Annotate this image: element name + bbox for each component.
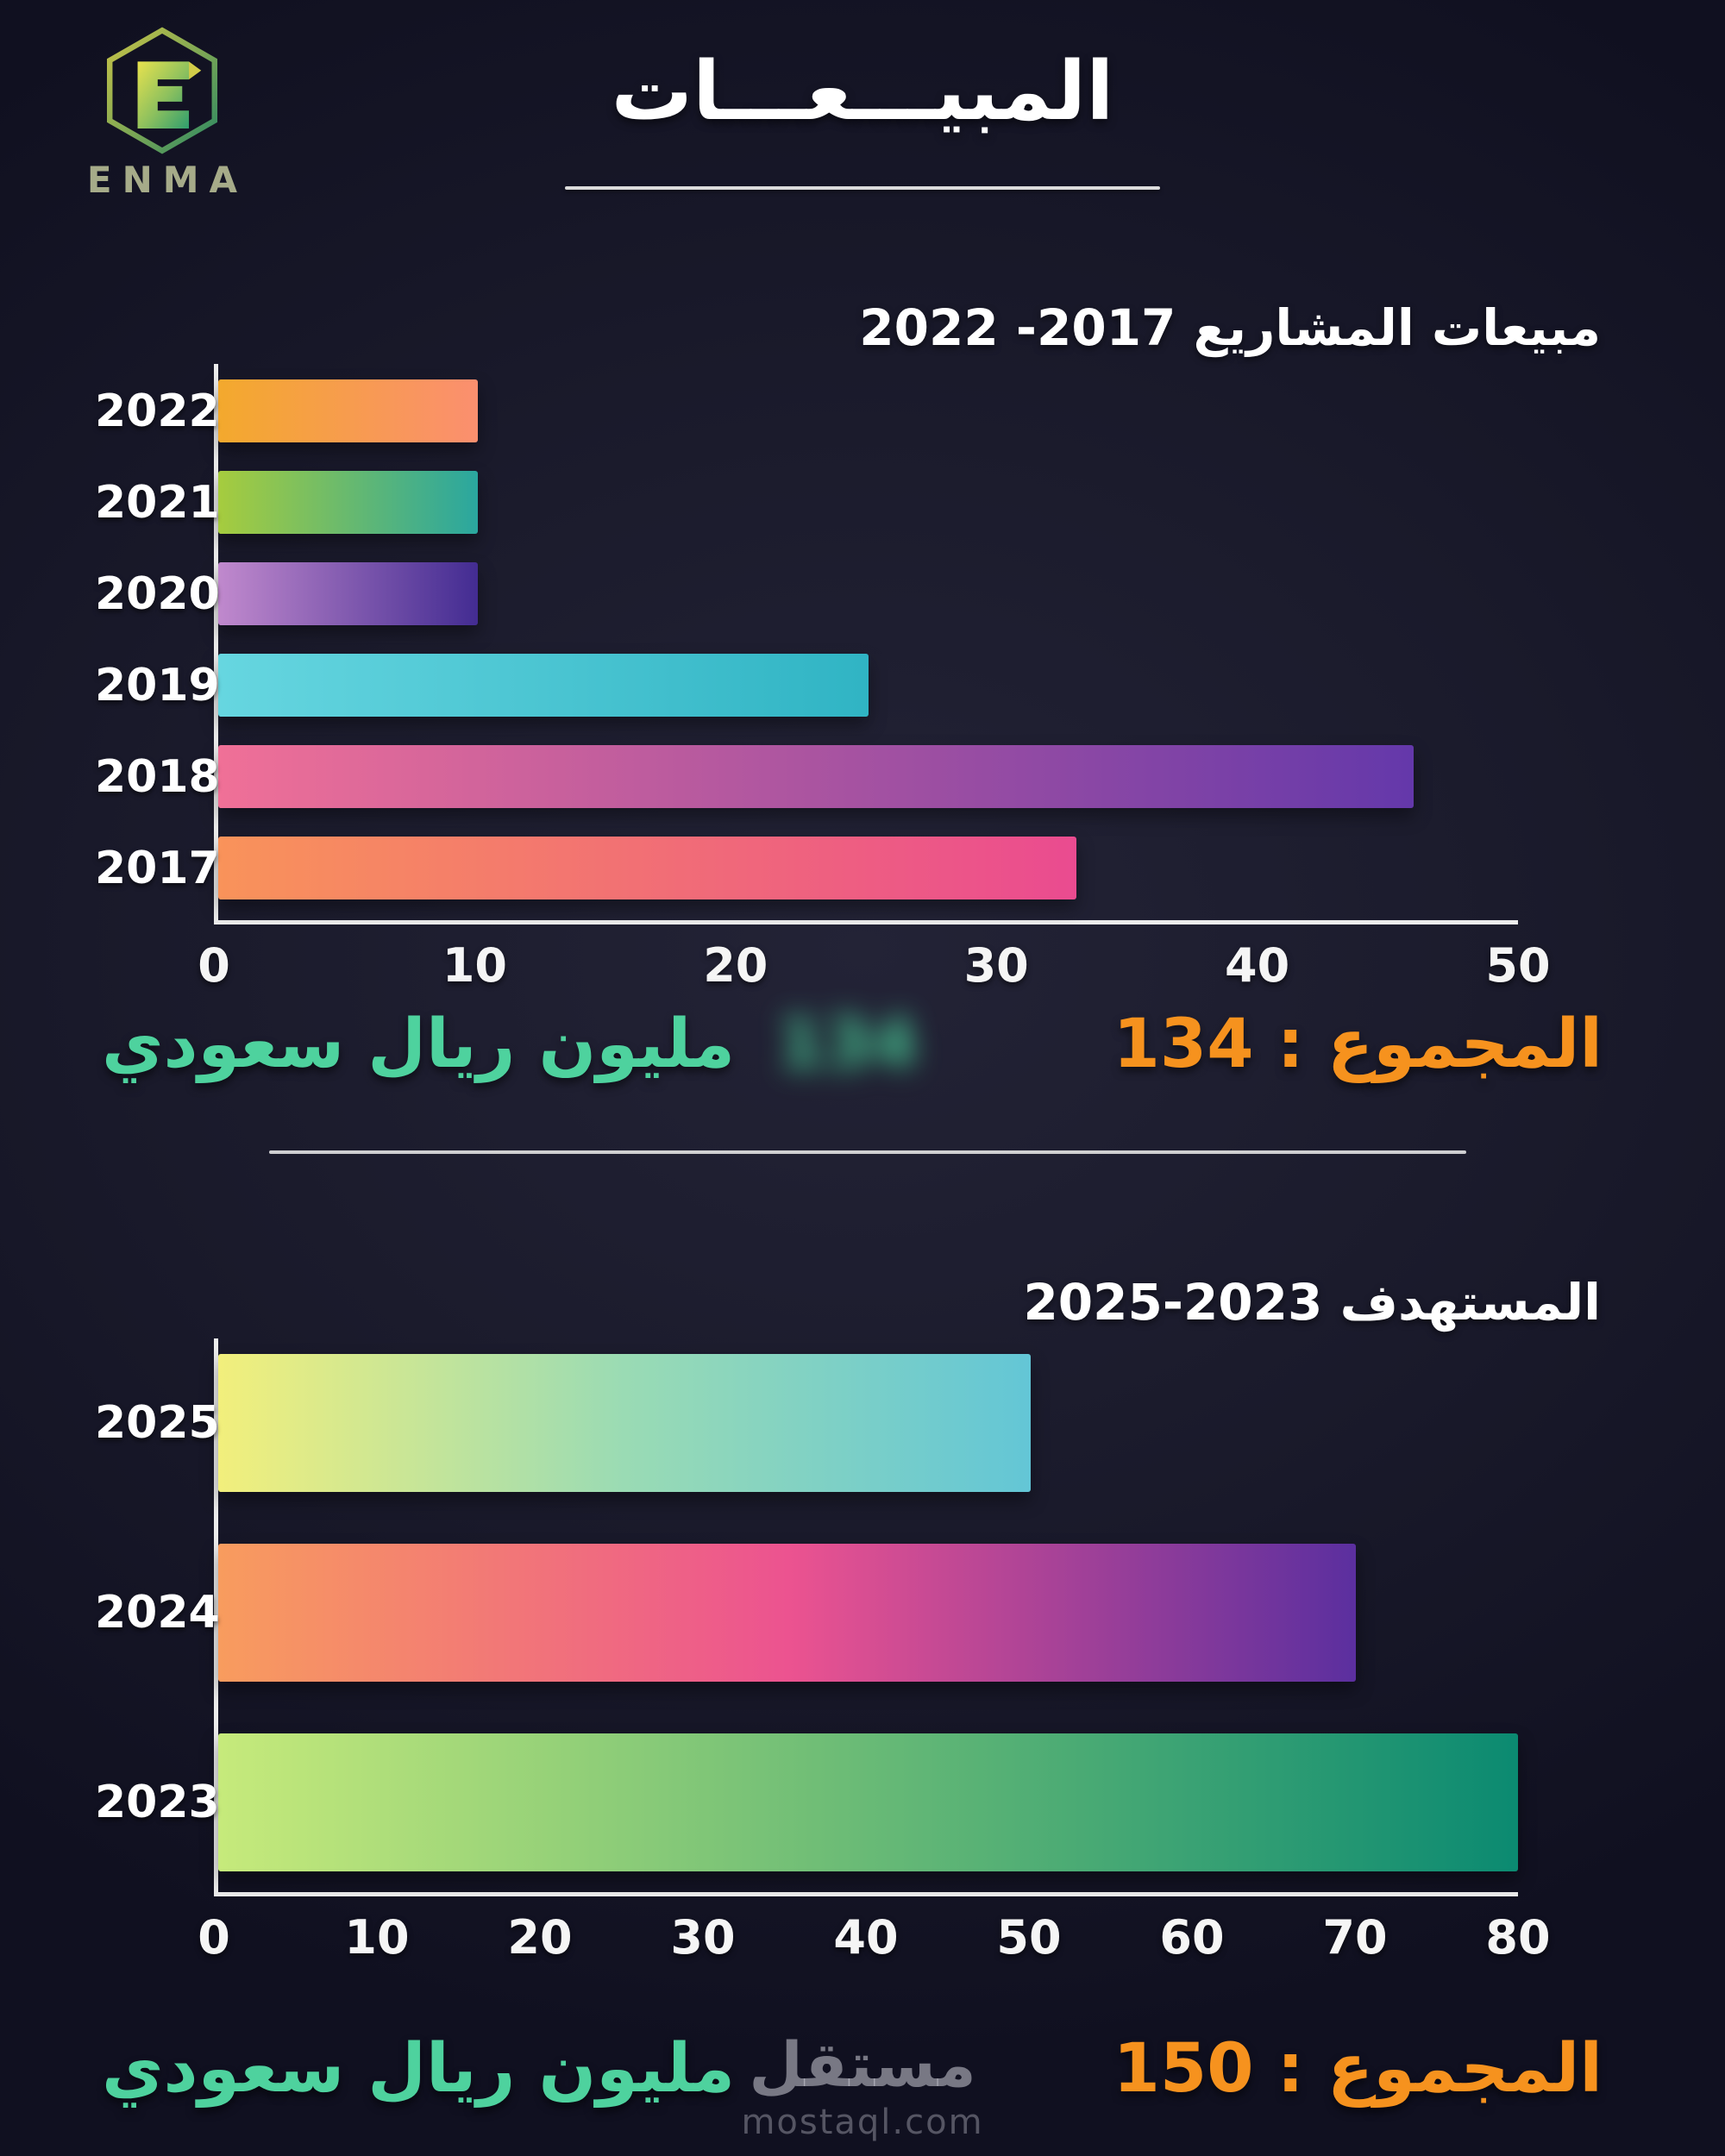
watermark-url: mostaql.com bbox=[741, 2103, 984, 2142]
year-label: 2025 bbox=[95, 1397, 220, 1449]
x-tick-label: 60 bbox=[1159, 1910, 1225, 1965]
x-tick-label: 40 bbox=[1225, 938, 1290, 993]
x-tick-label: 30 bbox=[670, 1910, 736, 1965]
sales-chart-2017-2022: مبيعات المشاريع 2017- 2022 2022 2021 2020 2… bbox=[95, 298, 1601, 1011]
x-tick-label: 20 bbox=[703, 938, 768, 993]
blurred-number: 134 bbox=[777, 1006, 919, 1083]
x-tick-label: 70 bbox=[1322, 1910, 1388, 1965]
bar-row: 2018 bbox=[95, 745, 1518, 808]
year-label: 2021 bbox=[95, 476, 220, 529]
bar-2021 bbox=[218, 471, 479, 534]
totals-row-1: 134 مليون ريال سعودي المجموع : 134 bbox=[102, 1006, 1603, 1083]
x-axis-ticks: 0 10 20 30 40 50 60 70 80 bbox=[198, 1910, 1550, 1983]
year-label: 2022 bbox=[95, 385, 220, 437]
bar-row: 2021 bbox=[95, 471, 1518, 534]
total-unit-text-2: مليون ريال سعودي bbox=[102, 2030, 735, 2108]
bar-row: 2017 bbox=[95, 837, 1518, 899]
unit-label: مليون ريال سعودي bbox=[102, 1006, 736, 1083]
x-tick-label: 10 bbox=[442, 938, 507, 993]
page-title: المبيـــعـــات bbox=[611, 45, 1114, 139]
x-tick-label: 80 bbox=[1485, 1910, 1551, 1965]
plot-area: 2025 2024 2023 bbox=[95, 1338, 1518, 1896]
target-chart-2023-2025: المستهدف 2023-2025 2025 2024 2023 0 10 20 30 4… bbox=[95, 1273, 1601, 1983]
year-label: 2024 bbox=[95, 1587, 220, 1639]
x-tick-label: 0 bbox=[198, 1910, 230, 1965]
bars: 2022 2021 2020 2019 2018 2017 bbox=[95, 379, 1518, 899]
bar-row: 2025 bbox=[95, 1354, 1518, 1492]
bar-row: 2024 bbox=[95, 1544, 1518, 1682]
x-tick-label: 10 bbox=[344, 1910, 410, 1965]
chart-title: مبيعات المشاريع 2017- 2022 bbox=[859, 298, 1601, 357]
brand-logo: ENMA bbox=[76, 26, 248, 201]
bar-row: 2023 bbox=[95, 1733, 1518, 1871]
plot-area: 2022 2021 2020 2019 2018 2017 bbox=[95, 364, 1518, 924]
x-tick-label: 20 bbox=[507, 1910, 573, 1965]
bar-2024 bbox=[218, 1544, 1356, 1682]
total-unit-text-1: 134 مليون ريال سعودي bbox=[102, 1006, 918, 1083]
section-divider bbox=[269, 1150, 1466, 1154]
bar-2019 bbox=[218, 654, 869, 717]
total-value-1: المجموع : 134 bbox=[1113, 1006, 1603, 1083]
bars: 2025 2024 2023 bbox=[95, 1354, 1518, 1871]
total-value-2: المجموع : 150 bbox=[1113, 2030, 1603, 2108]
bar-2025 bbox=[218, 1354, 1031, 1492]
bar-row: 2020 bbox=[95, 562, 1518, 625]
year-label: 2017 bbox=[95, 842, 220, 894]
x-tick-label: 50 bbox=[996, 1910, 1062, 1965]
x-tick-label: 40 bbox=[833, 1910, 899, 1965]
bar-2022 bbox=[218, 379, 479, 442]
x-tick-label: 30 bbox=[963, 938, 1029, 993]
year-label: 2023 bbox=[95, 1777, 220, 1828]
year-label: 2018 bbox=[95, 750, 220, 803]
x-axis-ticks: 0 10 20 30 40 50 bbox=[198, 938, 1550, 1011]
bar-row: 2022 bbox=[95, 379, 1518, 442]
bar-2018 bbox=[218, 745, 1414, 808]
x-tick-label: 50 bbox=[1485, 938, 1551, 993]
bar-row: 2019 bbox=[95, 654, 1518, 717]
year-label: 2019 bbox=[95, 659, 220, 711]
bar-2020 bbox=[218, 562, 479, 625]
title-underline bbox=[565, 186, 1160, 190]
enma-logo-icon bbox=[76, 26, 248, 155]
brand-name: ENMA bbox=[86, 159, 248, 201]
bar-2023 bbox=[218, 1733, 1518, 1871]
unit-label: مليون ريال سعودي bbox=[102, 2030, 736, 2108]
bar-2017 bbox=[218, 837, 1076, 899]
x-tick-label: 0 bbox=[198, 938, 230, 993]
chart-title: المستهدف 2023-2025 bbox=[1023, 1273, 1601, 1332]
year-label: 2020 bbox=[95, 567, 220, 620]
totals-row-2: مليون ريال سعودي المجموع : 150 bbox=[102, 2030, 1603, 2108]
